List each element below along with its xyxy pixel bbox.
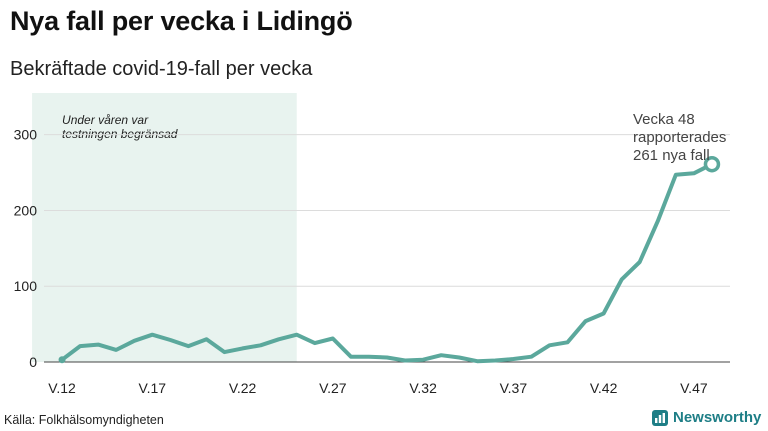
- x-tick-label: V.22: [229, 380, 257, 396]
- data-point: [58, 356, 66, 364]
- chart-subtitle: Bekräftade covid-19-fall per vecka: [10, 58, 313, 80]
- series-line: [60, 162, 714, 364]
- x-tick-label: V.37: [500, 380, 528, 396]
- x-tick-label: V.27: [319, 380, 347, 396]
- y-tick-label: 0: [29, 354, 37, 370]
- x-tick-label: V.47: [680, 380, 708, 396]
- grid-layer: [44, 134, 730, 363]
- x-tick-label: V.42: [590, 380, 618, 396]
- annotation-text: 261 nya fall: [633, 147, 710, 164]
- source-note: Källa: Folkhälsomyndigheten: [4, 413, 164, 427]
- y-tick-label: 200: [14, 202, 38, 218]
- series-layer: [58, 155, 721, 364]
- brand-name: Newsworthy: [673, 409, 762, 426]
- x-tick-label: V.12: [48, 380, 76, 396]
- x-tick-label: V.17: [139, 380, 167, 396]
- annotation-text: rapporterades: [633, 129, 726, 146]
- label-layer: 0 100 200 300 V.12 V.17 V.22 V.27 V.32 V.37 V.42 V.…: [14, 111, 727, 396]
- y-tick-label: 300: [14, 127, 38, 143]
- highlight-point: [703, 155, 721, 173]
- annotation-text: Vecka 48: [633, 111, 695, 128]
- shaded-region-label: Under våren var: [62, 113, 149, 127]
- shaded-region-label: testningen begränsad: [62, 127, 178, 141]
- x-tick-label: V.32: [409, 380, 437, 396]
- shaded-region: [32, 93, 297, 362]
- chart-title: Nya fall per vecka i Lidingö: [10, 6, 353, 36]
- y-tick-label: 100: [14, 278, 38, 294]
- bar-chart-icon: [652, 409, 668, 426]
- brand-logo: Newsworthy: [652, 409, 761, 426]
